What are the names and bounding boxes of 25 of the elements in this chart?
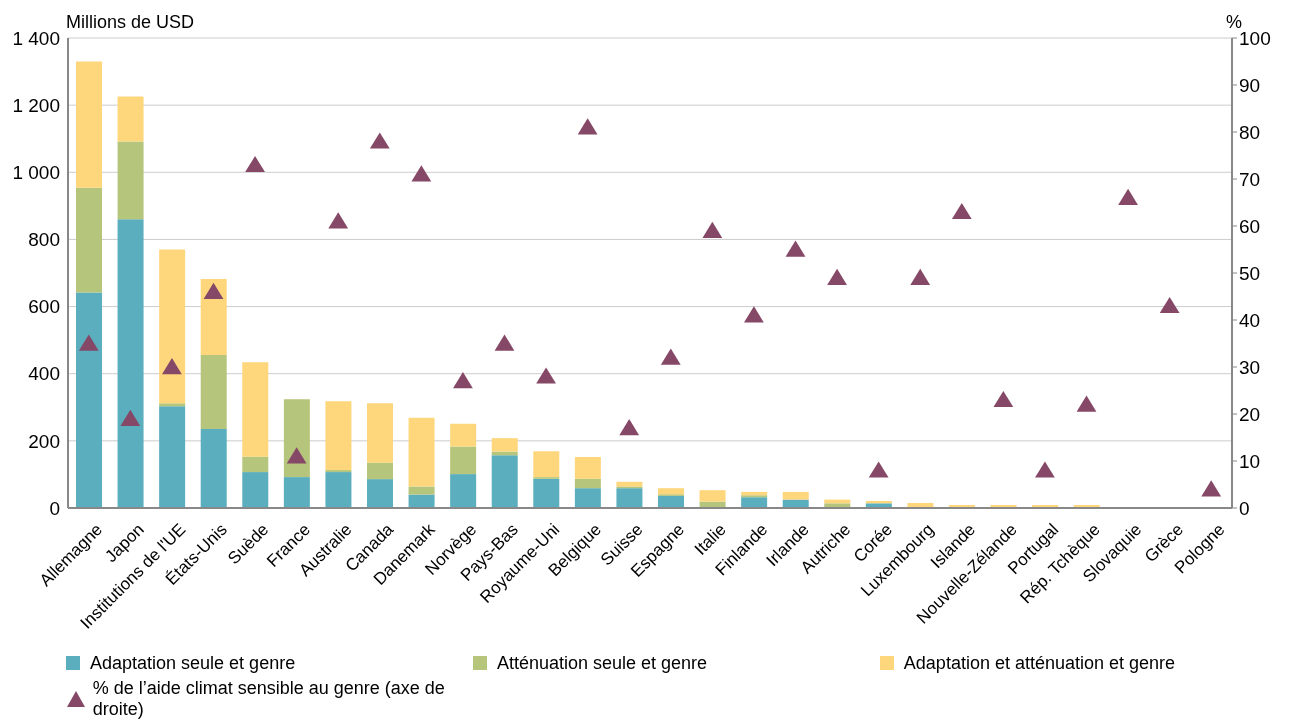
y-tick-label: 400 bbox=[28, 363, 60, 385]
y-axis-title: Millions de USD bbox=[66, 12, 195, 33]
y-tick-label: 0 bbox=[49, 497, 60, 519]
y2-tick-label: 20 bbox=[1239, 403, 1261, 425]
y-tick-label: 1 000 bbox=[12, 162, 60, 184]
y2-tick-label: 50 bbox=[1239, 262, 1261, 284]
y2-axis-title: % bbox=[1225, 12, 1242, 32]
y2-tick-label: 70 bbox=[1239, 168, 1261, 190]
y-tick-label: 600 bbox=[28, 296, 60, 318]
legend-label: Adaptation seule et genre bbox=[90, 652, 296, 674]
legend-label: Atténuation seule et genre bbox=[496, 652, 708, 674]
y2-tick-label: 0 bbox=[1239, 497, 1250, 519]
y2-tick-label: 100 bbox=[1239, 27, 1271, 49]
y2-tick-label: 30 bbox=[1239, 356, 1261, 378]
y2-tick-label: 60 bbox=[1239, 215, 1261, 237]
y2-tick-label: 10 bbox=[1239, 450, 1261, 472]
y-tick-label: 1 200 bbox=[12, 94, 60, 116]
y2-tick-label: 90 bbox=[1239, 74, 1261, 96]
y2-tick-label: 40 bbox=[1239, 309, 1261, 331]
legend-label: Adaptation et atténuation et genre bbox=[903, 652, 1176, 674]
y-tick-label: 800 bbox=[28, 229, 60, 251]
y-tick-label: 200 bbox=[28, 430, 60, 452]
legend-label: % de l’aide climat sensible au genre (axe de droite) bbox=[92, 678, 446, 720]
y-tick-label: 1 400 bbox=[12, 27, 60, 49]
y2-tick-label: 80 bbox=[1239, 121, 1261, 143]
